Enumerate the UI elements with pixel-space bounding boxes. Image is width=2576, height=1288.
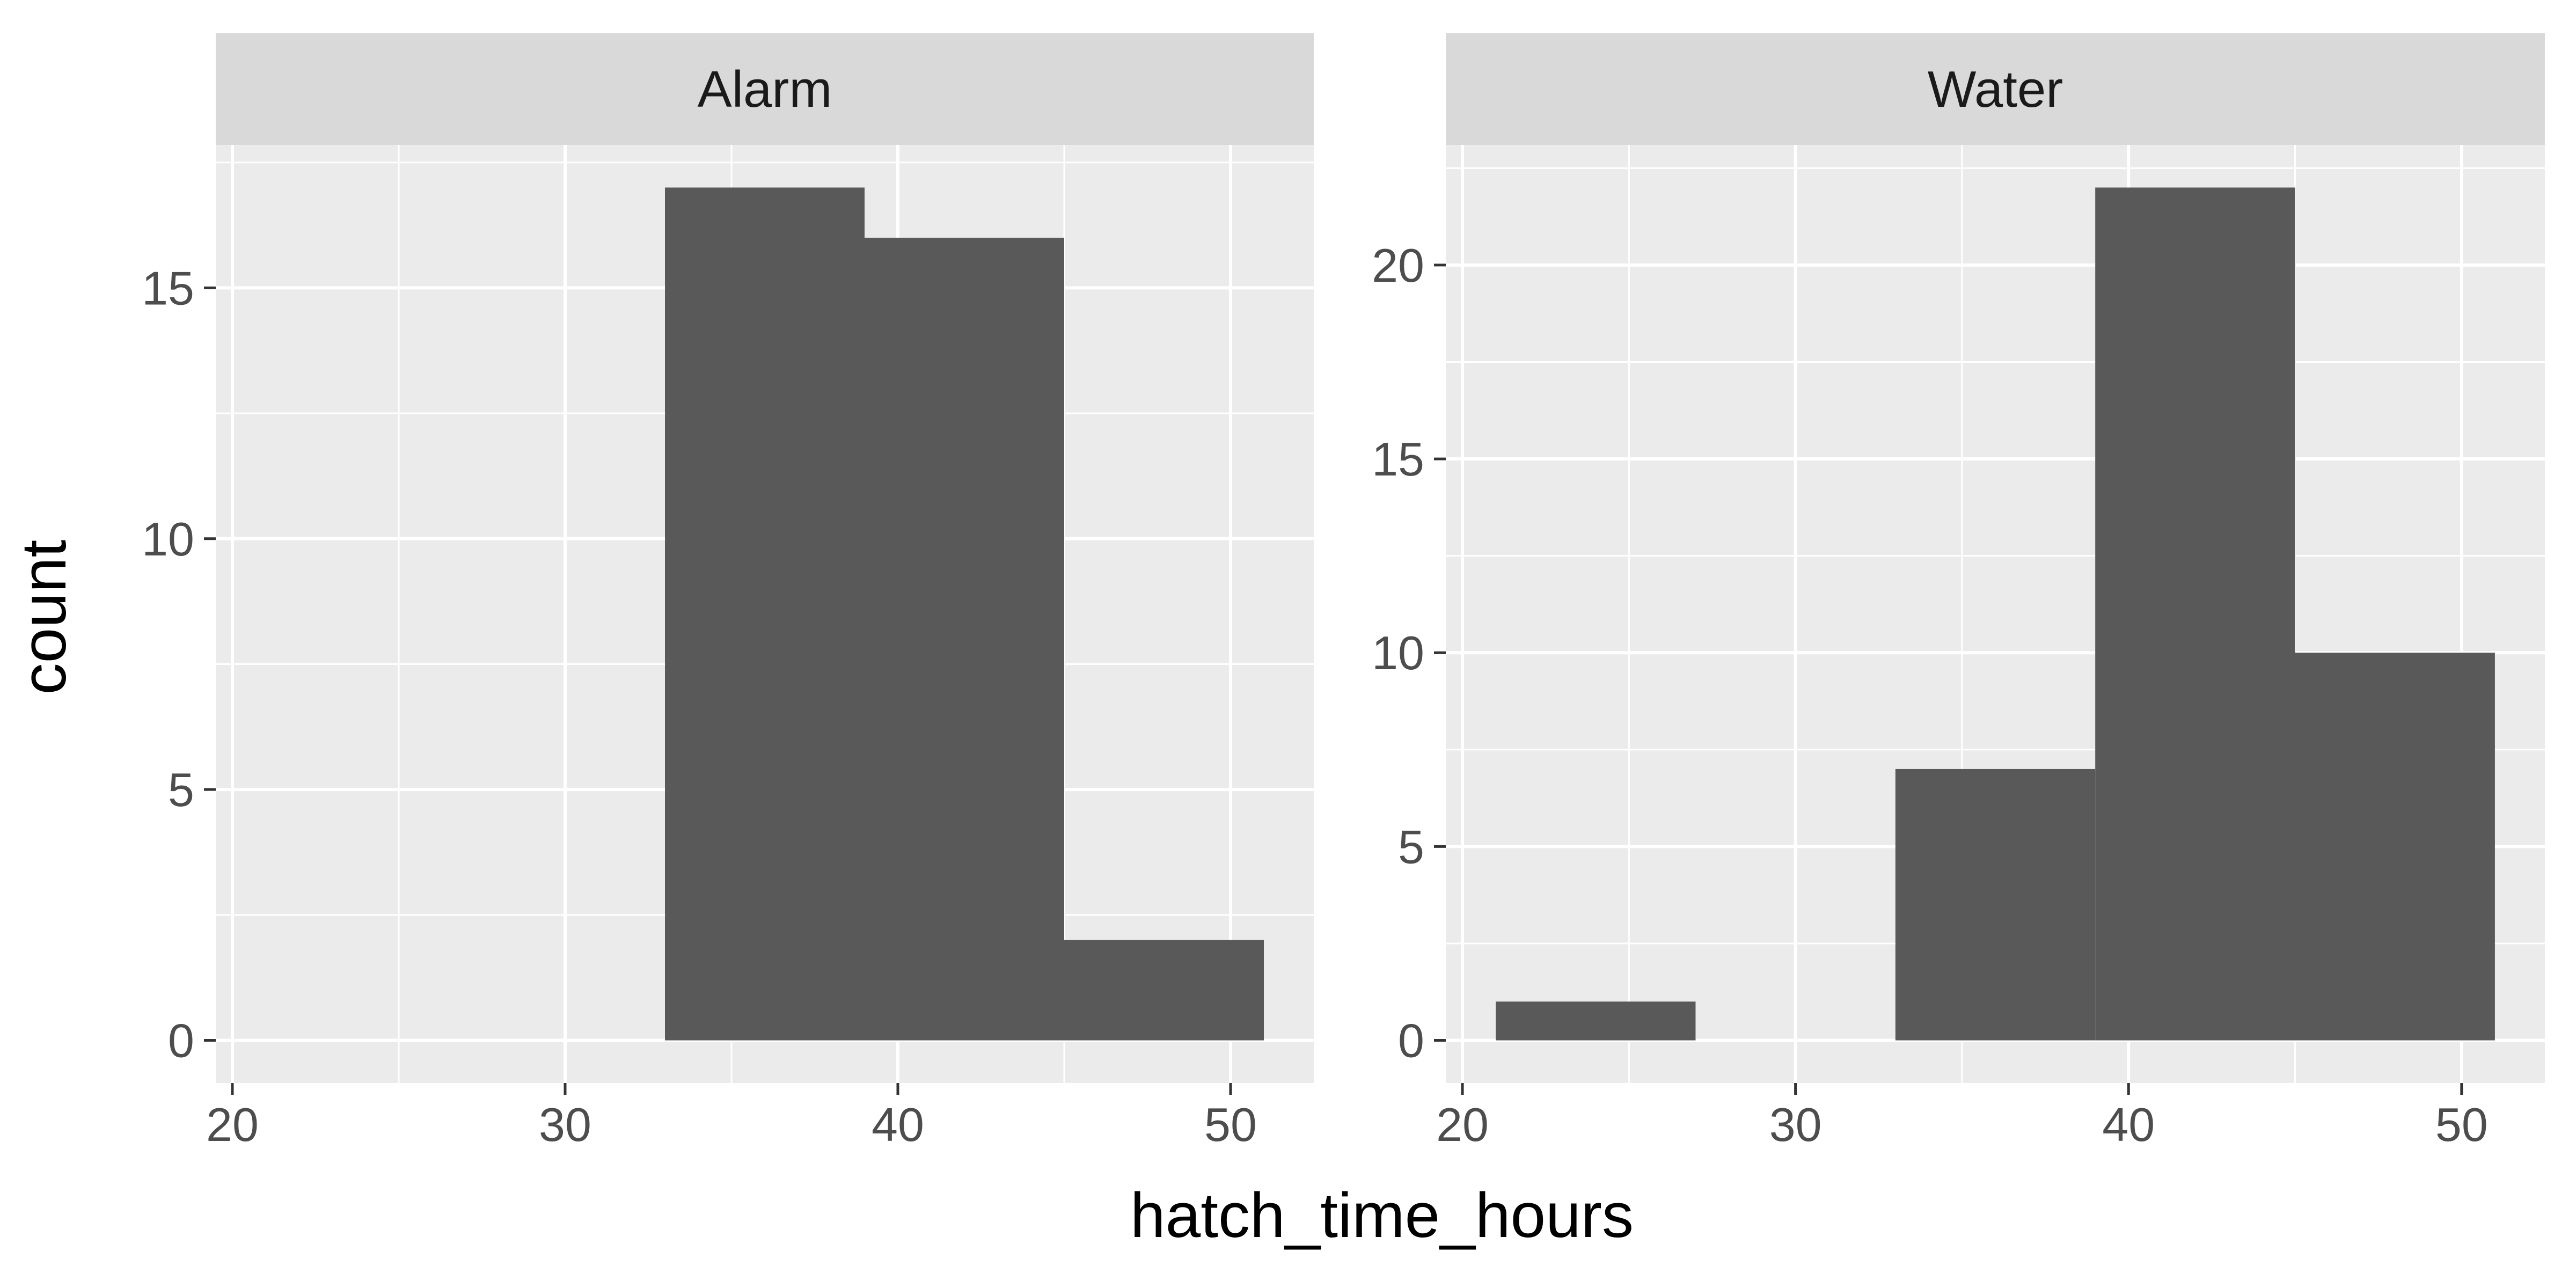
y-tick-label: 0	[168, 1014, 194, 1067]
y-tick-label: 5	[168, 763, 194, 816]
x-axis-title: hatch_time_hours	[1130, 1180, 1634, 1251]
x-tick-label: 20	[1436, 1098, 1489, 1151]
panel-water: Water 20 30 40 50 0 5 10 15 20	[1372, 33, 2545, 1151]
y-tick-label: 15	[142, 261, 194, 314]
facet-label: Water	[1928, 61, 2063, 118]
histogram-bar	[1895, 769, 2096, 1041]
y-tick-label: 10	[142, 513, 194, 566]
histogram-bar	[2095, 187, 2295, 1041]
histogram-bar	[2295, 653, 2495, 1041]
x-tick-label: 30	[539, 1098, 591, 1151]
x-tick-label: 30	[1769, 1098, 1822, 1151]
y-tick-label: 10	[1372, 626, 1424, 679]
x-tick-label: 40	[872, 1098, 924, 1151]
histogram-bar	[1064, 940, 1264, 1041]
y-tick-label: 15	[1372, 433, 1424, 486]
histogram-bar	[1496, 1001, 1696, 1041]
x-tick-label: 40	[2102, 1098, 2155, 1151]
histogram-bar	[665, 187, 865, 1041]
facet-strip	[1446, 33, 2545, 145]
panel-alarm: Alarm 20 30 40 50 0 5 10 15	[142, 33, 1314, 1151]
x-tick-label: 20	[206, 1098, 259, 1151]
y-axis-title: count	[9, 540, 79, 695]
facet-strip	[216, 33, 1314, 145]
y-tick-label: 20	[1372, 239, 1424, 292]
y-tick-label: 5	[1398, 820, 1424, 873]
x-tick-label: 50	[2435, 1098, 2488, 1151]
facet-label: Alarm	[698, 61, 832, 118]
y-tick-label: 0	[1398, 1014, 1424, 1067]
panels-group: Alarm 20 30 40 50 0 5 10 15 Water 20 30 40 50 0 5 10 15 20	[142, 33, 2545, 1151]
histogram-bar	[865, 237, 1064, 1041]
x-tick-label: 50	[1204, 1098, 1257, 1151]
